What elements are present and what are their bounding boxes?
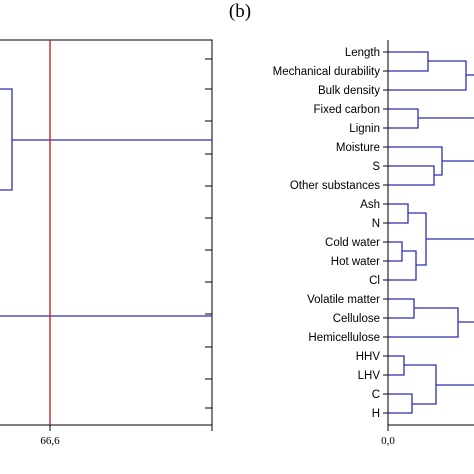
panel-b-link bbox=[404, 364, 437, 405]
leaf-label: Lignin bbox=[349, 123, 380, 135]
leaf-label: Length bbox=[345, 47, 380, 59]
panel-b-x-tick-label: 0,0 bbox=[381, 435, 395, 447]
leaf-label: H bbox=[372, 408, 380, 420]
panel-a-right-ticks bbox=[205, 58, 212, 409]
panel-b-label: (b) bbox=[229, 1, 251, 22]
leaf-label: S bbox=[372, 161, 380, 173]
panel-b-link bbox=[388, 165, 435, 186]
panel-a-bottom-ticks bbox=[49, 425, 213, 431]
panel-b-link bbox=[388, 241, 403, 262]
leaf-label: HHV bbox=[356, 351, 381, 363]
panel-b-link bbox=[388, 298, 415, 319]
leaf-label: Bulk density bbox=[318, 85, 380, 97]
leaf-label: Hot water bbox=[331, 256, 380, 268]
leaf-label: Ash bbox=[360, 199, 380, 211]
leaf-ticks bbox=[383, 51, 388, 414]
leaf-label: Mechanical durability bbox=[273, 66, 381, 78]
panel-b-link bbox=[388, 51, 429, 72]
leaf-label: Volatile matter bbox=[307, 294, 380, 306]
leaf-label: Hemicellulose bbox=[308, 332, 380, 344]
panel-a-plot-frame bbox=[0, 39, 213, 426]
panel-b-link bbox=[388, 60, 467, 91]
panel-a: 66,6 bbox=[0, 39, 213, 447]
panel-b-link bbox=[388, 355, 405, 376]
panel-b-link bbox=[388, 307, 459, 338]
leaf-label: Cold water bbox=[325, 237, 380, 249]
leaf-labels: Length Mechanical durability Bulk density F… bbox=[273, 47, 381, 420]
panel-b: (b) Length Mechanical durability Bulk dens… bbox=[229, 1, 474, 447]
leaf-label: C bbox=[372, 389, 380, 401]
panel-b-link bbox=[388, 108, 419, 129]
panel-b-link bbox=[388, 393, 413, 414]
leaf-label: LHV bbox=[358, 370, 381, 382]
panel-b-link bbox=[388, 203, 409, 224]
leaf-label: Other substances bbox=[290, 180, 380, 192]
leaf-label: Fixed carbon bbox=[314, 104, 380, 116]
panel-b-link bbox=[408, 212, 427, 266]
leaf-label: Cellulose bbox=[333, 313, 380, 325]
leaf-label: Moisture bbox=[336, 142, 380, 154]
cut-value-label: 66,6 bbox=[40, 435, 60, 447]
leaf-label: Cl bbox=[369, 275, 380, 287]
panel-a-links bbox=[0, 88, 212, 317]
panel-b-links bbox=[388, 51, 474, 414]
panel-a-link bbox=[0, 88, 13, 191]
leaf-label: N bbox=[372, 218, 380, 230]
